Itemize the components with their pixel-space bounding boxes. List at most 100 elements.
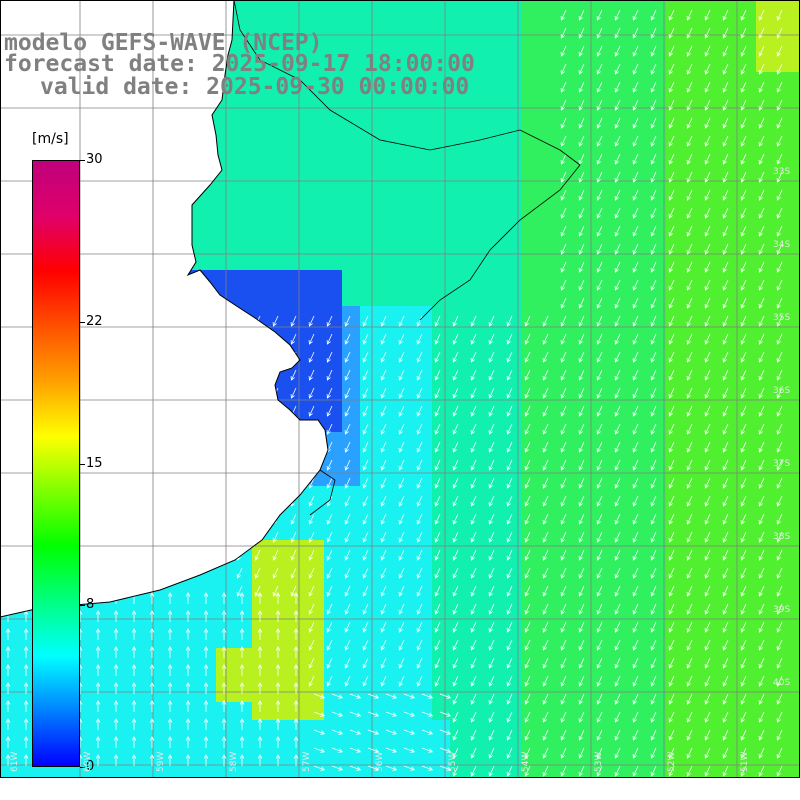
wind-arrow [633, 153, 639, 165]
field-cell [432, 576, 450, 594]
wind-arrow [687, 207, 693, 219]
field-cell [342, 630, 360, 648]
wind-arrow [507, 459, 513, 471]
wind-arrow-head [722, 483, 727, 489]
field-cell [396, 414, 414, 432]
field-cell [684, 432, 702, 450]
wind-arrow [579, 747, 585, 759]
wind-arrow [561, 153, 567, 165]
lagoon-line [309, 469, 336, 516]
field-cell [738, 414, 756, 432]
field-cell [576, 648, 594, 666]
field-cell [324, 0, 342, 18]
wind-arrow [327, 387, 333, 399]
wind-arrow-head [668, 771, 673, 777]
wind-arrow [777, 261, 783, 273]
field-cell [378, 216, 396, 234]
wind-arrow [669, 387, 675, 399]
field-cell [540, 144, 558, 162]
field-cell [576, 288, 594, 306]
wind-arrow [327, 603, 333, 615]
field-cell [504, 486, 522, 504]
wind-arrow [651, 639, 657, 651]
wind-arrow-head [380, 501, 385, 507]
wind-arrow-head [416, 357, 421, 363]
wind-arrow-head [740, 609, 745, 615]
wind-arrow-head [239, 718, 245, 723]
field-cell [504, 630, 522, 648]
wind-arrow-head [506, 447, 511, 453]
wind-arrow [345, 441, 351, 453]
wind-arrow [687, 585, 693, 597]
field-cell [324, 684, 342, 702]
latitude-label: 35S [773, 313, 791, 323]
field-cell [540, 270, 558, 288]
wind-arrow-head [113, 754, 119, 759]
wind-arrow [633, 747, 639, 759]
wind-arrow [777, 495, 783, 507]
wind-arrow-head [704, 321, 709, 327]
field-cell [450, 378, 468, 396]
wind-arrow-head [686, 573, 691, 579]
field-cell [306, 720, 324, 738]
field-cell [594, 468, 612, 486]
field-cell [216, 234, 234, 252]
wind-arrow [687, 225, 693, 237]
field-cell [468, 720, 486, 738]
field-cell [684, 594, 702, 612]
field-cell [594, 450, 612, 468]
wind-arrow [367, 711, 379, 717]
wind-arrow [255, 477, 261, 489]
wind-arrow-head [236, 411, 241, 417]
wind-arrow [741, 639, 747, 651]
wind-arrow-head [704, 573, 709, 579]
wind-arrow-head [308, 555, 313, 561]
wind-arrow-head [578, 195, 583, 201]
wind-arrow [381, 567, 387, 579]
wind-arrow [345, 387, 351, 399]
field-cell [558, 522, 576, 540]
wind-arrow [687, 117, 693, 129]
wind-arrow-head [578, 465, 583, 471]
wind-arrow-head [560, 573, 565, 579]
wind-arrow [597, 45, 603, 57]
field-cell [360, 468, 378, 486]
field-cell [288, 738, 306, 756]
wind-arrow-head [758, 339, 763, 345]
wind-arrow-head [614, 681, 619, 687]
wind-arrow-head [632, 123, 637, 129]
wind-arrow-head [410, 748, 416, 753]
field-cell [558, 90, 576, 108]
field-cell [522, 540, 540, 558]
field-cell [756, 594, 774, 612]
field-cell [90, 612, 108, 630]
wind-arrow-head [776, 339, 781, 345]
field-cell [306, 216, 324, 234]
field-cell [594, 324, 612, 342]
wind-arrow [705, 135, 711, 147]
wind-arrow [615, 405, 621, 417]
wind-arrow [633, 441, 639, 453]
field-cell [360, 378, 378, 396]
wind-arrow-head [398, 519, 403, 525]
field-cell [630, 720, 648, 738]
wind-arrow [777, 459, 783, 471]
field-cell [414, 162, 432, 180]
field-cell [234, 702, 252, 720]
wind-arrow [687, 279, 693, 291]
field-cell [324, 702, 342, 720]
wind-arrow [759, 621, 765, 633]
wind-arrow-head [362, 555, 367, 561]
field-cell [612, 216, 630, 234]
field-cell [288, 162, 306, 180]
wind-arrow [669, 405, 675, 417]
wind-arrow-head [758, 159, 763, 165]
wind-arrow-head [257, 610, 263, 615]
field-cell [684, 0, 702, 18]
wind-arrow-head [488, 591, 493, 597]
field-cell [396, 630, 414, 648]
wind-arrow-head [5, 646, 11, 651]
wind-arrow-head [704, 285, 709, 291]
field-cell [504, 414, 522, 432]
wind-arrow-head [95, 682, 101, 687]
